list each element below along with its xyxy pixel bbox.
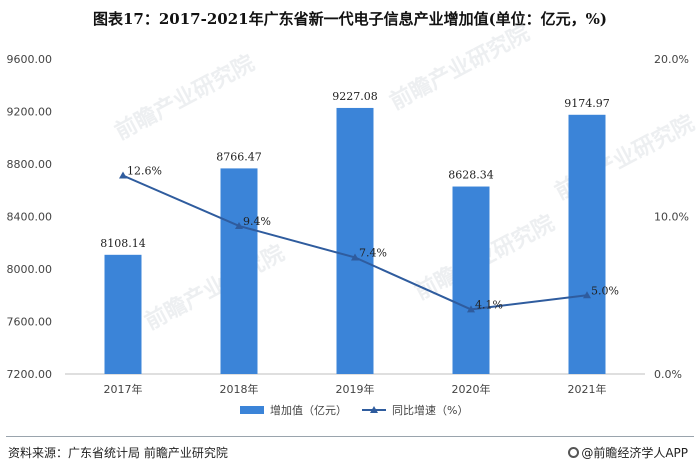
bar xyxy=(568,114,606,374)
growth-point xyxy=(351,253,359,261)
bar-value-label: 8628.34 xyxy=(448,169,494,182)
bar-value-label: 9174.97 xyxy=(564,97,610,110)
legend-line-label: 同比增速（%） xyxy=(392,403,468,417)
growth-point xyxy=(235,221,243,229)
combo-chart: 前瞻产业研究院前瞻产业研究院前瞻产业研究院前瞻产业研究院前瞻产业研究院 7200… xyxy=(7,20,699,417)
bar xyxy=(452,186,490,374)
source-note: 资料来源：广东省统计局 前瞻产业研究院 xyxy=(8,446,228,460)
y-left-tick-label: 8800.00 xyxy=(7,158,53,171)
growth-point xyxy=(119,171,127,179)
bar xyxy=(104,254,142,374)
bar xyxy=(336,107,374,375)
legend-bar-label: 增加值（亿元） xyxy=(270,403,347,417)
y-right-tick-label: 10.0% xyxy=(654,211,689,224)
bar xyxy=(220,168,258,374)
footer: 资料来源：广东省统计局 前瞻产业研究院 @前瞻经济学人APP xyxy=(0,436,700,472)
brand-link[interactable]: @前瞻经济学人APP xyxy=(568,444,688,461)
bar-value-label: 8108.14 xyxy=(100,237,146,250)
y-left-tick-label: 8000.00 xyxy=(7,263,53,276)
y-left-tick-label: 9200.00 xyxy=(7,106,53,119)
watermark-1: 前瞻产业研究院 xyxy=(386,20,534,115)
legend-bar-swatch xyxy=(240,406,264,414)
y-left-tick-label: 7600.00 xyxy=(7,316,53,329)
growth-value-label: 4.1% xyxy=(475,298,503,311)
x-tick-label: 2020年 xyxy=(452,382,491,396)
growth-value-label: 9.4% xyxy=(243,215,271,228)
bar-value-label: 9227.08 xyxy=(332,90,378,103)
growth-point xyxy=(583,291,591,299)
growth-point xyxy=(467,305,475,313)
y-left-tick-label: 9600.00 xyxy=(7,53,53,66)
watermark-2: 前瞻产业研究院 xyxy=(141,240,289,335)
growth-value-label: 7.4% xyxy=(359,246,387,259)
legend-line-marker xyxy=(370,406,378,413)
chart-title: 图表17：2017-2021年广东省新一代电子信息产业增加值(单位：亿元，%) xyxy=(92,10,608,28)
growth-value-label: 12.6% xyxy=(127,165,162,178)
y-right-tick-label: 0.0% xyxy=(654,368,682,381)
x-tick-label: 2018年 xyxy=(220,382,259,396)
brand-label: @前瞻经济学人APP xyxy=(581,446,688,460)
y-left-tick-label: 8400.00 xyxy=(7,211,53,224)
growth-value-label: 5.0% xyxy=(591,284,619,297)
bar-value-label: 8766.47 xyxy=(216,150,262,163)
x-tick-label: 2017年 xyxy=(104,382,143,396)
y-left-tick-label: 7200.00 xyxy=(7,368,53,381)
x-tick-label: 2021年 xyxy=(568,382,607,396)
footer-divider xyxy=(6,436,694,437)
y-right-tick-label: 20.0% xyxy=(654,53,689,66)
watermark-0: 前瞻产业研究院 xyxy=(111,50,259,145)
brand-logo-icon xyxy=(568,447,580,458)
x-tick-label: 2019年 xyxy=(336,382,375,396)
